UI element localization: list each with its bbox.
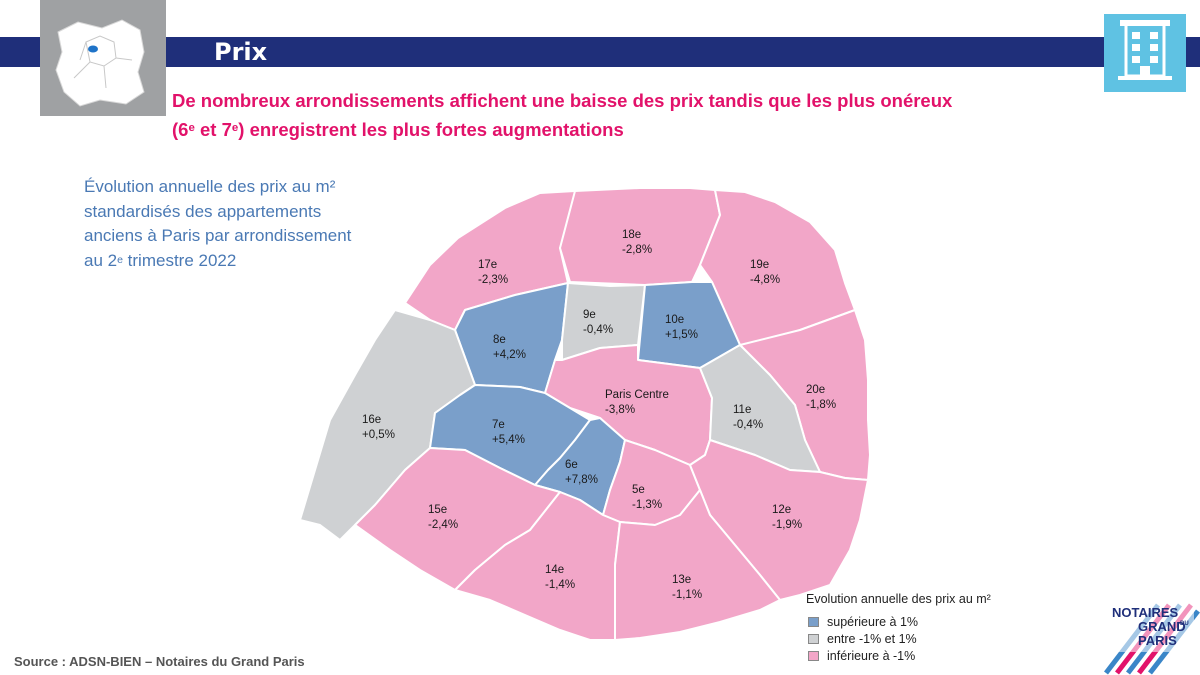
district-value-6e: +7,8% [565,474,598,486]
logo-text-notaires: NOTAIRES [1112,605,1179,620]
legend-label: entre -1% et 1% [827,631,917,646]
headline-text: et 7 [194,119,232,140]
headline-text: (6 [172,119,189,140]
section-title: Prix [214,38,268,66]
source-note: Source : ADSN-BIEN – Notaires du Grand P… [14,654,305,669]
header-band [0,37,1200,67]
legend-item: supérieure à 1% [808,613,1046,630]
map-legend: Evolution annuelle des prix au m² supéri… [806,590,1046,664]
subtitle-text: trimestre 2022 [122,250,237,270]
district-name-12e: 12e [772,504,791,516]
legend-swatch-entre [808,633,819,644]
map-subtitle: Évolution annuelle des prix au m² standa… [84,175,384,273]
subtitle-sup: e [117,253,123,266]
legend-swatch-inferieure [808,650,819,661]
subtitle-text: au 2 [84,250,118,270]
legend-swatch-superieure [808,616,819,627]
legend-item: inférieure à -1% [808,647,1046,664]
district-value-18e: -2,8% [622,244,652,256]
headline-line-1: De nombreux arrondissements affichent un… [172,90,953,111]
district-value-5e: -1,3% [632,499,662,511]
notaires-grand-paris-logo: NOTAIRES DU GRAND PARIS [1104,602,1200,675]
district-name-18e: 18e [622,229,641,241]
district-value-11e: -0,4% [733,419,763,431]
headline-line-2: (6e et 7e) enregistrent les plus fortes … [172,115,1072,144]
district-value-paris-centre: -3,8% [605,404,635,416]
district-value-12e: -1,9% [772,519,802,531]
district-name-13e: 13e [672,574,691,586]
subtitle-line: au 2e trimestre 2022 [84,249,384,274]
district-value-10e: +1,5% [665,329,698,341]
district-value-17e: -2,3% [478,274,508,286]
legend-label: supérieure à 1% [827,614,919,629]
headline-text: ) enregistrent les plus fortes augmentat… [238,119,624,140]
district-name-16e: 16e [362,414,381,426]
district-value-7e: +5,4% [492,434,525,446]
district-name-6e: 6e [565,459,578,471]
district-name-9e: 9e [583,309,596,321]
district-name-paris-centre: Paris Centre [605,389,669,401]
logo-text-grand: GRAND [1138,619,1186,634]
district-name-7e: 7e [492,419,505,431]
district-value-8e: +4,2% [493,349,526,361]
district-value-9e: -0,4% [583,324,613,336]
district-name-19e: 19e [750,259,769,271]
subtitle-line: Évolution annuelle des prix au m² [84,177,336,196]
district-13e [614,489,781,641]
headline: De nombreux arrondissements affichent un… [172,86,1072,144]
district-value-16e: +0,5% [362,429,395,441]
legend-label: inférieure à -1% [827,648,916,663]
headline-sup: e [188,122,195,134]
legend-title: Evolution annuelle des prix au m² [806,592,991,606]
subtitle-line: standardisés des appartements [84,201,322,221]
logo-text-paris: PARIS [1138,633,1177,648]
district-value-13e: -1,1% [672,589,702,601]
subtitle-line: anciens à Paris par arrondissement [84,226,352,245]
ile-de-france-locator-map [40,0,166,116]
district-name-17e: 17e [478,259,497,271]
district-name-10e: 10e [665,314,684,326]
district-name-20e: 20e [806,384,825,396]
logo-text-du: DU [1180,621,1189,627]
district-name-11e: 11e [733,404,751,416]
district-name-8e: 8e [493,334,506,346]
district-value-19e: -4,8% [750,274,780,286]
district-name-14e: 14e [545,564,564,576]
building-icon [1104,14,1186,92]
district-name-5e: 5e [632,484,645,496]
district-name-15e: 15e [428,504,447,516]
district-value-15e: -2,4% [428,519,458,531]
legend-item: entre -1% et 1% [808,630,1046,647]
headline-sup: e [231,122,239,134]
district-value-14e: -1,4% [545,579,575,591]
district-value-20e: -1,8% [806,399,836,411]
district-14e [454,491,621,641]
